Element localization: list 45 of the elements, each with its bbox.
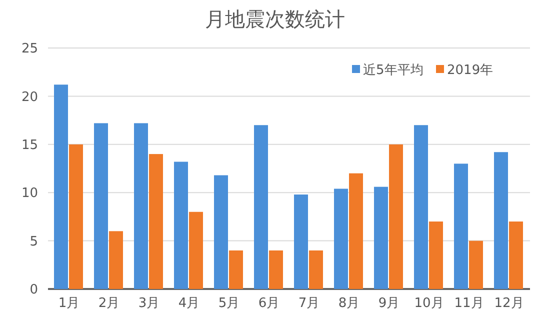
bar [174, 162, 188, 289]
bar [294, 194, 308, 289]
chart-title: 月地震次数统计 [205, 7, 345, 31]
x-tick-label: 2月 [98, 296, 120, 311]
bar [269, 250, 283, 289]
y-tick-label: 10 [21, 186, 38, 202]
bar [109, 231, 123, 289]
x-tick-label: 3月 [138, 296, 160, 311]
legend-label: 近5年平均 [363, 63, 424, 78]
bar [374, 186, 388, 289]
bar [214, 175, 228, 289]
bar [469, 240, 483, 289]
bar [454, 164, 468, 289]
bar [254, 125, 268, 289]
bar [54, 84, 68, 289]
y-tick-label: 5 [30, 234, 38, 250]
y-tick-label: 20 [21, 90, 38, 105]
y-tick-label: 15 [21, 138, 38, 153]
y-tick-label: 0 [30, 282, 38, 298]
y-tick-label: 25 [21, 42, 38, 57]
x-tick-label: 8月 [338, 296, 360, 311]
bar [509, 222, 523, 289]
bar [229, 250, 243, 289]
bar [414, 125, 428, 289]
x-tick-label: 10月 [414, 296, 444, 311]
bar [94, 123, 108, 289]
bar [494, 152, 508, 289]
x-tick-label: 11月 [454, 296, 484, 311]
bar [189, 212, 203, 289]
x-tick-label: 5月 [218, 296, 240, 311]
bar [334, 188, 348, 289]
bar [429, 222, 443, 289]
bar [389, 144, 403, 289]
x-tick-label: 7月 [298, 296, 320, 311]
x-tick-label: 9月 [378, 296, 400, 311]
legend-label: 2019年 [447, 63, 494, 78]
bar [69, 144, 83, 289]
bar [349, 173, 363, 289]
bar [149, 154, 163, 289]
bar [134, 123, 148, 289]
x-tick-label: 6月 [258, 296, 280, 311]
bar [309, 250, 323, 289]
x-tick-label: 1月 [58, 296, 80, 311]
x-tick-label: 12月 [494, 296, 524, 311]
x-tick-label: 4月 [178, 296, 200, 311]
